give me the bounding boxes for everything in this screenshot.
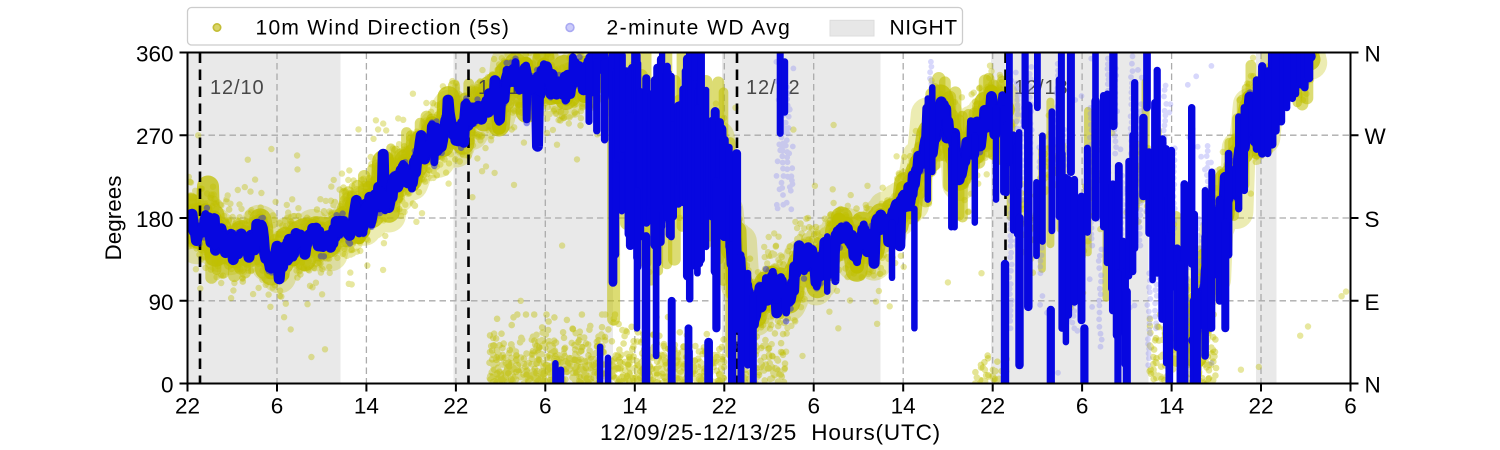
svg-text:22: 22	[712, 394, 737, 419]
svg-text:14: 14	[622, 394, 647, 419]
svg-text:0: 0	[161, 373, 174, 398]
svg-text:12/10: 12/10	[210, 77, 265, 99]
svg-text:14: 14	[891, 394, 916, 419]
svg-text:6: 6	[539, 394, 552, 419]
svg-text:22: 22	[1248, 394, 1273, 419]
svg-text:2-minute WD Avg: 2-minute WD Avg	[607, 17, 792, 40]
svg-text:N: N	[1365, 42, 1381, 67]
svg-text:6: 6	[1076, 394, 1089, 419]
svg-text:14: 14	[1159, 394, 1184, 419]
svg-text:S: S	[1365, 207, 1380, 232]
svg-text:12/09/25-12/13/25 Hours(UTC): 12/09/25-12/13/25 Hours(UTC)	[600, 420, 941, 445]
svg-text:E: E	[1365, 290, 1380, 315]
svg-text:10m Wind Direction (5s): 10m Wind Direction (5s)	[256, 17, 511, 40]
svg-text:90: 90	[148, 290, 173, 315]
svg-text:6: 6	[1344, 394, 1357, 419]
svg-text:270: 270	[136, 124, 174, 149]
svg-text:6: 6	[807, 394, 820, 419]
svg-text:180: 180	[136, 207, 174, 232]
svg-text:12/12: 12/12	[746, 77, 801, 99]
svg-text:22: 22	[443, 394, 468, 419]
svg-text:14: 14	[354, 394, 379, 419]
svg-text:6: 6	[271, 394, 284, 419]
svg-text:NIGHT: NIGHT	[890, 17, 958, 40]
svg-text:W: W	[1365, 124, 1387, 149]
svg-text:Degrees: Degrees	[101, 175, 126, 260]
svg-text:N: N	[1365, 373, 1381, 398]
svg-text:22: 22	[980, 394, 1005, 419]
svg-text:360: 360	[136, 42, 174, 67]
svg-text:22: 22	[175, 394, 200, 419]
